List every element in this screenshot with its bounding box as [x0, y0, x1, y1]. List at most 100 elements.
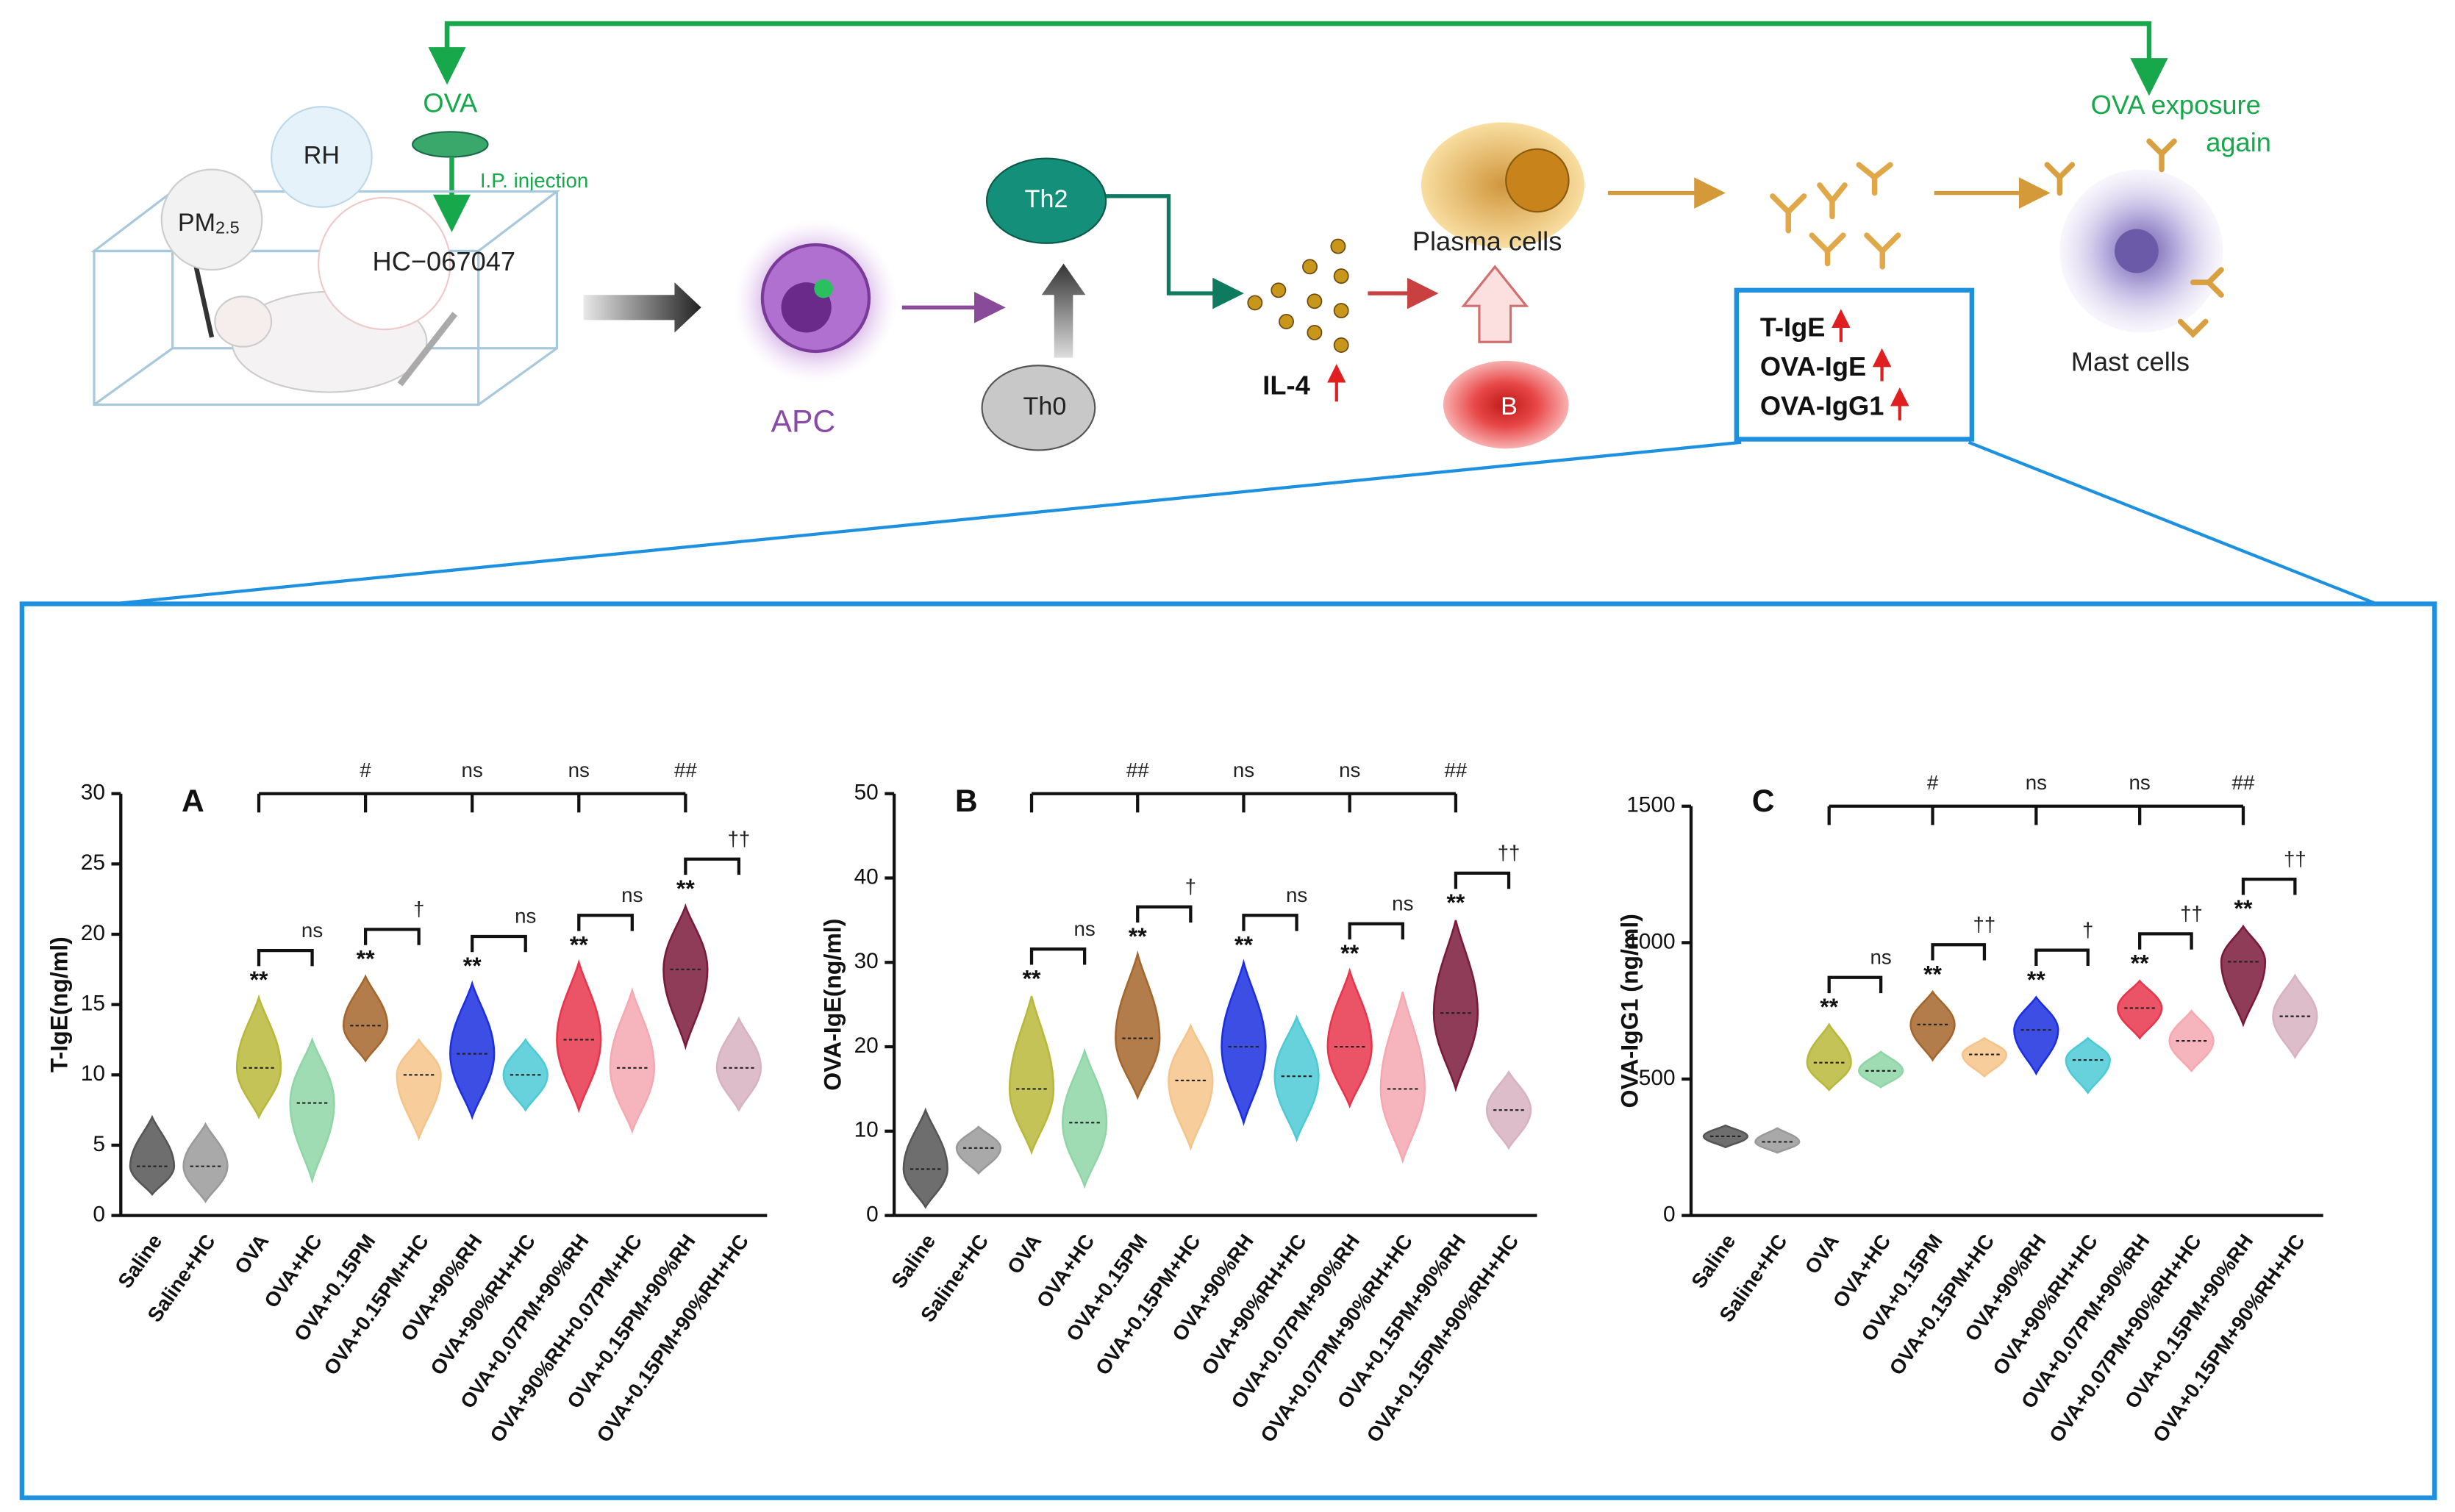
y-tick-label: 0 — [93, 1203, 105, 1227]
star-label: ** — [1923, 961, 1942, 987]
significance-label: †† — [727, 827, 750, 850]
violin — [1909, 989, 1956, 1062]
significance-label: ns — [2026, 771, 2047, 794]
star-label: ** — [2131, 950, 2149, 976]
panel-letter: C — [1752, 784, 1775, 819]
violin — [2013, 995, 2059, 1076]
plasma-nucleus — [1505, 148, 1570, 213]
pm-bubble — [160, 168, 263, 271]
ova-icon — [412, 131, 489, 158]
exposure-label: again — [2206, 127, 2271, 157]
bracket — [1136, 905, 1193, 923]
bracket — [1242, 914, 1298, 931]
significance-label: † — [413, 897, 424, 920]
x-tick-label: Saline — [113, 1230, 166, 1292]
star-label: ** — [1820, 994, 1838, 1020]
violin — [609, 986, 655, 1134]
violin — [902, 1107, 948, 1209]
violin — [129, 1114, 176, 1197]
violin — [502, 1038, 548, 1112]
x-tick-label: OVA — [230, 1230, 274, 1278]
violin — [2168, 1009, 2215, 1073]
significance-label: ## — [1445, 759, 1468, 781]
y-axis-label: OVA-IgG1 (ng/ml) — [1616, 914, 1643, 1108]
violin — [2220, 924, 2267, 1028]
violin — [1432, 920, 1479, 1093]
significance-label: ns — [568, 759, 590, 781]
significance-label: †† — [2180, 902, 2203, 925]
significance-label: †† — [1498, 842, 1520, 864]
bracket — [257, 948, 314, 967]
arrow — [1106, 194, 1244, 309]
bracket — [363, 928, 421, 945]
significance-label: # — [1927, 771, 1939, 794]
violin — [1008, 995, 1055, 1156]
star-label: ** — [250, 967, 268, 993]
star-label: ** — [1129, 923, 1147, 950]
rh-bubble — [271, 106, 373, 208]
y-tick-label: 15 — [81, 992, 105, 1016]
ova-label: OVA — [423, 88, 478, 118]
y-tick-label: 40 — [854, 864, 879, 889]
star-label: ** — [2027, 967, 2045, 993]
significance-label: ns — [2129, 771, 2151, 794]
panel-frame — [19, 601, 2437, 1500]
significance-label: ns — [301, 919, 323, 942]
significance-label: ns — [1870, 945, 1891, 968]
star-label: ** — [676, 875, 695, 902]
violin — [1061, 1047, 1108, 1189]
bracket — [2034, 948, 2090, 966]
y-tick-label: 1000 — [1626, 929, 1675, 953]
x-tick-label: OVA — [1800, 1230, 1843, 1278]
bracket — [684, 857, 741, 875]
th2-label: Th2 — [1025, 185, 1068, 213]
violin — [1273, 1014, 1320, 1143]
violin — [2065, 1036, 2111, 1094]
big-arrow — [583, 282, 701, 333]
violin — [235, 994, 282, 1119]
antibody-label: OVA-IgG1 — [1760, 390, 1884, 420]
panel-letter: A — [182, 784, 204, 819]
significance-label: ## — [674, 759, 697, 781]
violin — [662, 903, 709, 1050]
significance-label: ns — [1339, 759, 1360, 781]
bracket — [1454, 871, 1511, 889]
il4-dots — [1247, 238, 1349, 353]
syringe — [397, 312, 458, 387]
significance-label: ns — [1073, 917, 1095, 940]
significance-label: †† — [1973, 913, 1996, 936]
violin — [342, 974, 389, 1063]
star-label: ** — [1023, 965, 1041, 992]
significance-label: † — [1185, 875, 1196, 898]
violin — [1221, 959, 1267, 1126]
y-tick-label: 0 — [1663, 1203, 1676, 1227]
injection-label: I.P. injection — [480, 169, 588, 192]
violin — [1754, 1127, 1801, 1154]
bracket — [1029, 947, 1087, 965]
violin — [1379, 992, 1426, 1164]
violin — [1485, 1069, 1532, 1150]
y-tick-label: 30 — [854, 949, 879, 973]
star-label: ** — [1234, 931, 1253, 958]
apc-label: APC — [771, 404, 836, 439]
panel-letter: B — [955, 784, 978, 819]
significance-label: ## — [2232, 771, 2255, 794]
antibodies — [1770, 162, 1901, 270]
y-tick-label: 0 — [866, 1203, 879, 1227]
rh-label: RH — [304, 142, 340, 170]
bracket — [1348, 922, 1404, 940]
violin — [396, 1038, 442, 1142]
zoom-line — [1968, 440, 2378, 606]
antibody-label: OVA-IgE — [1760, 351, 1866, 381]
violin — [1326, 967, 1373, 1109]
star-label: ** — [570, 931, 588, 958]
significance-label: ns — [621, 884, 643, 906]
star-label: ** — [357, 946, 375, 972]
significance-label: ns — [1286, 884, 1307, 906]
mouse-head — [214, 295, 273, 348]
violin — [1857, 1050, 1904, 1089]
significance-label: ## — [1126, 759, 1149, 781]
y-tick-label: 20 — [854, 1033, 879, 1058]
zoom-line — [112, 440, 1742, 606]
